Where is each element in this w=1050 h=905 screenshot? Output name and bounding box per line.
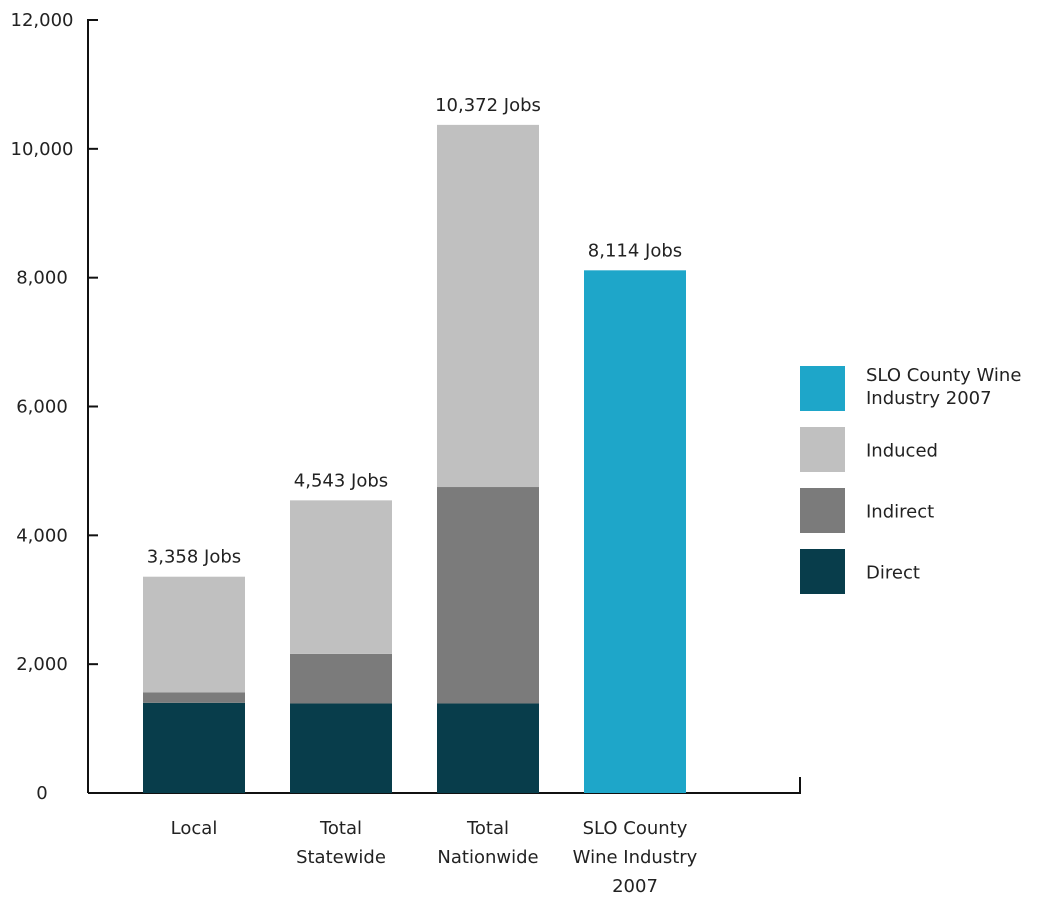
x-tick-label-line: Wine Industry (573, 847, 698, 868)
x-tick-label-line: Total (319, 818, 362, 839)
y-axis: 0 2,000 4,000 6,000 8,000 10,000 12,000 (11, 10, 98, 804)
x-tick-label-line: Statewide (296, 847, 386, 868)
y-tick-label: 8,000 (16, 268, 68, 289)
x-tick-label: Local (171, 818, 218, 839)
total-label: 4,543 Jobs (294, 470, 388, 491)
bar-segment-induced (437, 124, 539, 488)
y-tick-label: 6,000 (16, 397, 68, 418)
x-tick-label-line: Total (466, 818, 509, 839)
legend-label-line: Industry 2007 (866, 388, 992, 409)
y-tick-label: 2,000 (16, 654, 68, 675)
legend-swatch (800, 488, 845, 533)
legend-label: Indirect (866, 502, 934, 523)
y-tick-label: 10,000 (11, 139, 74, 160)
bar-segment-indirect (290, 653, 392, 704)
total-label: 10,372 Jobs (435, 95, 541, 116)
bar-segment-induced (143, 576, 245, 693)
x-tick-label-line: Nationwide (437, 847, 538, 868)
y-tick-label: 12,000 (11, 10, 74, 31)
legend-swatch (800, 427, 845, 472)
x-tick-label-line: 2007 (612, 876, 658, 897)
x-tick-label: Total Nationwide (437, 818, 538, 868)
y-tick-label: 0 (36, 783, 47, 804)
x-tick-label: Total Statewide (296, 818, 386, 868)
x-tick-label-line: Local (171, 818, 218, 839)
y-tick-label: 4,000 (16, 525, 68, 546)
legend-label-line: SLO County Wine (866, 365, 1021, 386)
bar-segment-indirect (143, 692, 245, 703)
bar-segment-direct (437, 703, 539, 793)
legend-label: SLO County Wine Industry 2007 (866, 365, 1021, 409)
total-labels: 3,358 Jobs 4,543 Jobs 10,372 Jobs 8,114 Job… (147, 95, 682, 568)
legend-label: Direct (866, 563, 920, 584)
x-tick-label-line: SLO County (583, 818, 688, 839)
legend-label: Induced (866, 441, 938, 462)
legend: SLO County Wine Industry 2007 Induced Indir… (800, 365, 1021, 594)
legend-swatch (800, 549, 845, 594)
bar-segment-direct (290, 703, 392, 793)
x-axis: Local Total Statewide Total Nationwide SLO Co… (88, 777, 801, 897)
bars (143, 124, 686, 793)
bar-segment-indirect (437, 487, 539, 704)
bar-segment-slo-county-wine-industry-2007 (584, 270, 686, 793)
total-label: 3,358 Jobs (147, 547, 241, 568)
legend-swatch (800, 366, 845, 411)
bar-segment-induced (290, 500, 392, 654)
x-tick-label: SLO County Wine Industry 2007 (573, 818, 698, 897)
bar-segment-direct (143, 702, 245, 793)
total-label: 8,114 Jobs (588, 240, 682, 261)
